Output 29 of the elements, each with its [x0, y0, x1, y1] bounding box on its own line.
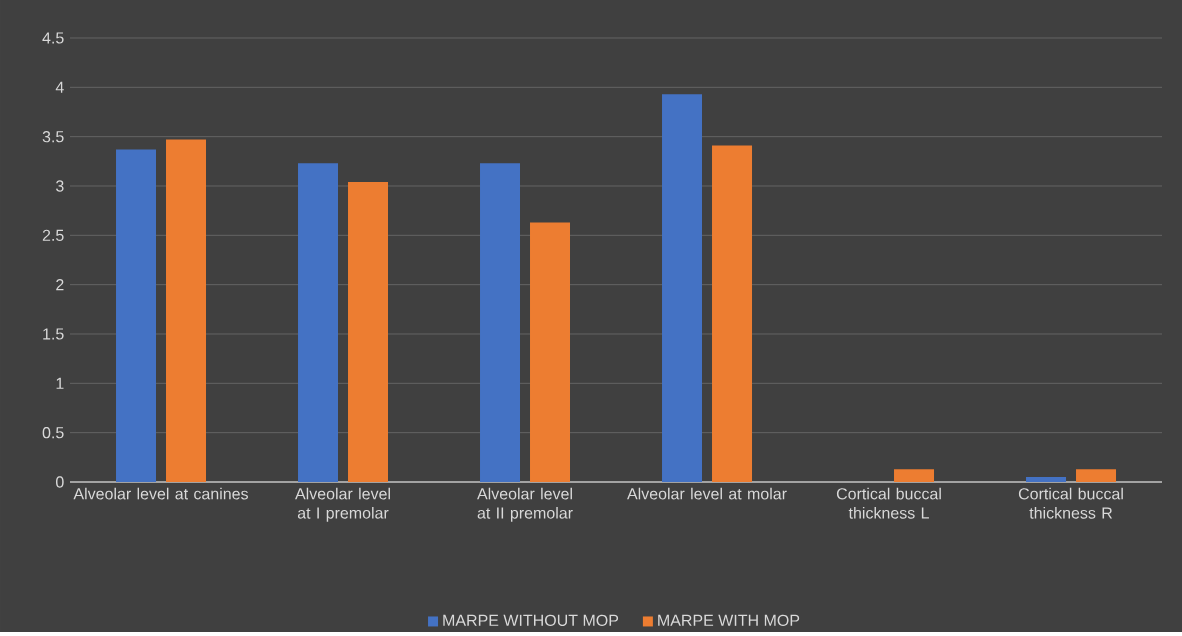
- y-tick-label: 1.5: [43, 328, 64, 340]
- bar: [348, 181, 389, 482]
- y-tick-label: 2.5: [42, 229, 64, 241]
- bar: [530, 222, 571, 482]
- legend-label: MARPE WITH MOP: [658, 614, 800, 626]
- x-tick-label: Cortical buccal thickness L: [836, 487, 941, 519]
- x-tick-label: Alveolar level at canines: [73, 487, 248, 500]
- y-tick-label: 1: [56, 377, 64, 389]
- legend-label: MARPE WITHOUT MOP: [443, 614, 619, 626]
- bar: [480, 163, 521, 482]
- bar: [712, 145, 753, 482]
- y-tick-label: 4.5: [42, 32, 64, 44]
- x-tick-label: Cortical buccal thickness R: [1018, 487, 1123, 519]
- x-tick-label: Alveolar level at II premolar: [477, 487, 573, 522]
- y-tick-label: 4: [55, 81, 64, 93]
- bar: [662, 94, 703, 482]
- bar: [1076, 469, 1117, 482]
- y-tick-label: 0.5: [42, 426, 64, 439]
- bar: [298, 163, 339, 482]
- bar: [894, 469, 935, 482]
- y-tick-label: 2: [56, 278, 64, 291]
- bar: [116, 149, 157, 482]
- y-tick-label: 3: [56, 180, 64, 192]
- y-tick-label: 0: [56, 476, 64, 488]
- y-tick-label: 3.5: [42, 130, 64, 143]
- x-tick-label: Alveolar level at molar: [627, 487, 787, 500]
- bar: [166, 139, 207, 482]
- bar: [1026, 476, 1067, 482]
- x-tick-label: Alveolar level at I premolar: [295, 487, 390, 522]
